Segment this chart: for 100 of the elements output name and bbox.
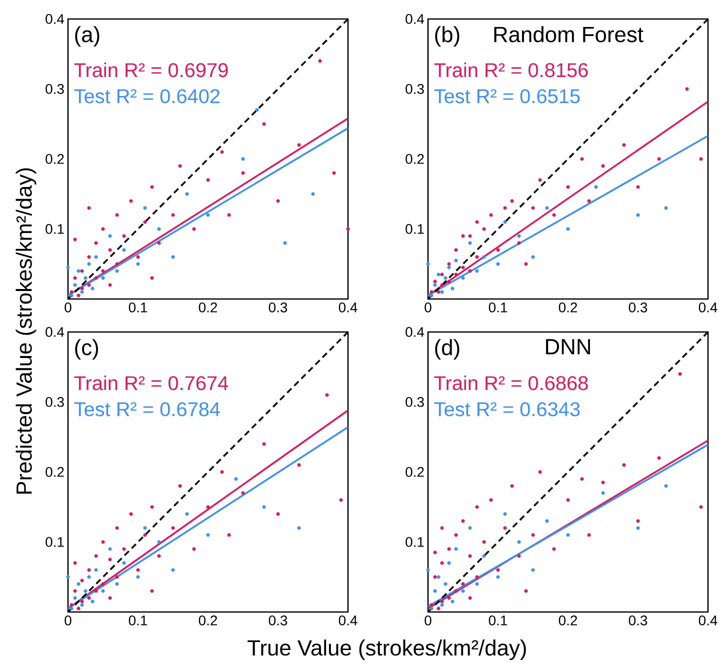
point — [475, 269, 479, 273]
point — [538, 178, 542, 182]
point — [587, 533, 591, 537]
point — [185, 192, 189, 196]
point — [108, 234, 112, 238]
point — [496, 262, 500, 266]
point — [436, 272, 440, 276]
y-tick-label: 0.1 — [406, 537, 424, 547]
point — [433, 589, 437, 593]
point — [206, 533, 210, 537]
point — [157, 554, 161, 558]
point — [699, 505, 703, 509]
point — [566, 227, 570, 231]
point — [157, 540, 161, 544]
point — [220, 150, 224, 154]
x-tick-label: 0.4 — [698, 302, 718, 312]
point — [94, 255, 98, 259]
x-tick-label: 0.1 — [488, 302, 508, 312]
x-tick-label: 0 — [424, 302, 432, 312]
x-tick-label: 0.3 — [628, 302, 648, 312]
point — [122, 234, 126, 238]
text: Test R² = 0.6343 — [434, 402, 580, 416]
chart-title: (c) — [75, 339, 98, 360]
x-axis-title: True Value (strokes/km²/day) — [248, 640, 526, 660]
point — [447, 280, 451, 284]
point — [346, 227, 350, 231]
text: Train R² = 0.6868 — [434, 376, 588, 390]
point — [440, 526, 444, 530]
point — [664, 206, 668, 210]
point — [80, 286, 84, 290]
point — [433, 575, 437, 579]
point — [636, 519, 640, 523]
point — [150, 185, 154, 189]
point — [468, 269, 472, 273]
point — [475, 220, 479, 224]
chart-subtitle: Random Forest — [494, 26, 644, 42]
point — [496, 248, 500, 252]
point — [601, 164, 605, 168]
point — [87, 255, 91, 259]
point — [108, 547, 112, 551]
point — [101, 589, 105, 593]
point — [220, 470, 224, 474]
point — [150, 505, 154, 509]
y-tick-label: 0.2 — [406, 467, 424, 477]
point — [80, 603, 84, 607]
point — [545, 519, 549, 523]
y-axis-title: Predicted Value (strokes/km²/day) — [16, 168, 36, 494]
point — [70, 290, 74, 294]
point — [115, 262, 119, 266]
point — [517, 234, 521, 238]
point — [90, 600, 94, 604]
series-label: Test R² = 0.6402 — [74, 89, 220, 104]
point — [276, 199, 280, 203]
point — [192, 547, 196, 551]
y-tick-label: 0.1 — [46, 537, 64, 547]
point — [73, 238, 77, 242]
point — [461, 519, 465, 523]
point — [206, 505, 210, 509]
x-tick-label: 0.1 — [488, 615, 508, 626]
point — [73, 589, 77, 593]
y-tick-label: 0.4 — [406, 14, 424, 24]
point — [283, 241, 287, 245]
point — [122, 547, 126, 551]
point — [234, 477, 238, 481]
point — [76, 582, 80, 586]
text: Train R² = 0.6979 — [74, 62, 228, 78]
point — [461, 276, 465, 280]
point — [503, 512, 507, 516]
chart-title: (b) — [435, 26, 460, 47]
point — [227, 533, 231, 537]
point — [262, 122, 266, 126]
x-tick-label: 0.2 — [198, 615, 218, 626]
point — [444, 276, 448, 280]
point — [545, 206, 549, 210]
point — [129, 199, 133, 203]
point — [115, 575, 119, 579]
point — [206, 213, 210, 217]
point — [503, 206, 507, 210]
point — [461, 582, 465, 586]
point — [84, 589, 88, 593]
point — [332, 171, 336, 175]
point — [325, 393, 329, 397]
point — [70, 294, 74, 298]
point — [622, 143, 626, 147]
point — [136, 568, 140, 572]
point — [699, 157, 703, 161]
point — [461, 589, 465, 593]
point — [318, 59, 322, 63]
point — [70, 606, 74, 610]
point — [636, 185, 640, 189]
point — [440, 603, 444, 607]
point — [436, 290, 440, 294]
point — [447, 596, 451, 600]
point — [129, 512, 133, 516]
point — [426, 568, 430, 572]
point — [510, 199, 514, 203]
point — [150, 276, 154, 280]
point — [66, 266, 70, 270]
point — [76, 606, 80, 610]
point — [73, 561, 77, 565]
